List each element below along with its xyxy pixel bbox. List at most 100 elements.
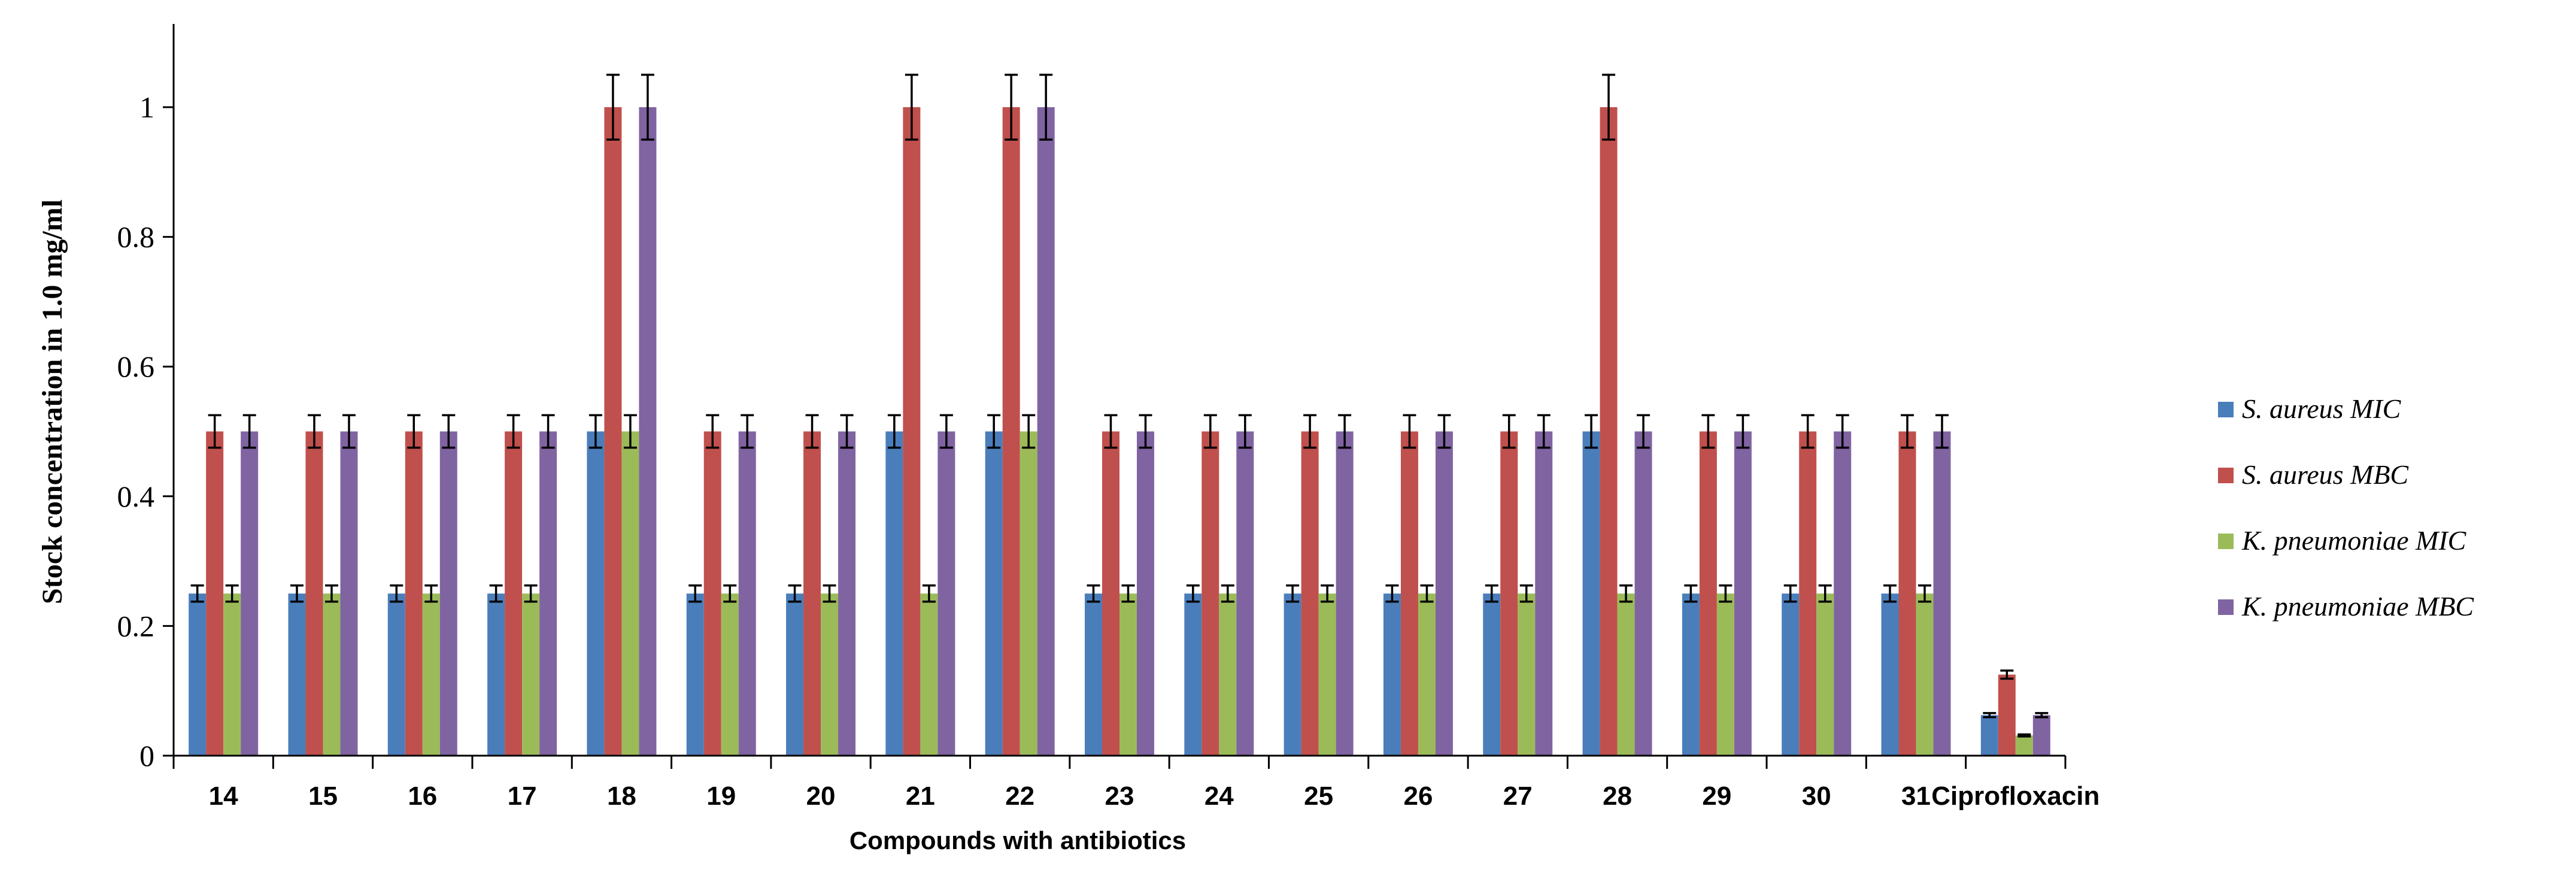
bar-21-series-1 [885, 431, 903, 756]
bar-24-series-2 [1201, 431, 1219, 756]
x-tick-label: 31 [1901, 781, 1931, 811]
bar-16-series-1 [387, 593, 405, 756]
bar-14-series-2 [206, 431, 224, 756]
bar-22-series-3 [1020, 431, 1037, 756]
bar-27-series-3 [1518, 593, 1536, 756]
bar-19-series-2 [703, 431, 721, 756]
bar-25-series-1 [1284, 593, 1301, 756]
x-tick-label: 30 [1802, 781, 1831, 811]
bar-23-series-2 [1102, 431, 1119, 756]
x-axis-title: Compounds with antibiotics [849, 826, 1186, 854]
bar-ciprofloxacin-series-3 [2015, 735, 2033, 756]
bar-28-series-4 [1634, 431, 1652, 756]
y-axis-title: Stock concentration in 1.0 mg/ml [37, 199, 68, 604]
bar-31-series-4 [1933, 431, 1951, 756]
y-tick-label: 0 [139, 739, 154, 772]
bar-29-series-2 [1699, 431, 1717, 756]
y-tick-label: 0.6 [117, 350, 155, 383]
legend: S. aureus MIC S. aureus MBC K. pneumoniae … [2218, 393, 2474, 622]
x-tick-label: 15 [308, 781, 338, 811]
bar-15-series-4 [340, 431, 358, 756]
bar-24-series-1 [1184, 593, 1202, 756]
bar-ciprofloxacin-series-4 [2032, 715, 2050, 756]
bar-17-series-4 [539, 431, 557, 756]
bar-31-series-2 [1898, 431, 1916, 756]
bar-18-series-2 [604, 107, 622, 756]
bar-23-series-3 [1119, 593, 1137, 756]
x-tick-label: 19 [706, 781, 736, 811]
bar-27-series-1 [1483, 593, 1501, 756]
x-tick-label: 14 [209, 781, 238, 811]
bar-20-series-3 [821, 593, 839, 756]
axes-layer [163, 24, 2067, 769]
y-tick-label: 1 [139, 90, 154, 124]
bar-22-series-4 [1037, 107, 1055, 756]
bar-26-series-3 [1418, 593, 1436, 756]
legend-label-3: K. pneumoniae MIC [2241, 525, 2467, 556]
legend-label-1: S. aureus MIC [2242, 393, 2402, 424]
bar-15-series-3 [323, 593, 341, 756]
bar-30-series-4 [1834, 431, 1852, 756]
bar-17-series-2 [505, 431, 523, 756]
legend-swatch-1 [2218, 402, 2234, 417]
bar-17-series-1 [487, 593, 505, 756]
bar-30-series-3 [1816, 593, 1834, 756]
x-tick-label: 26 [1403, 781, 1433, 811]
y-tick-label: 0.2 [117, 609, 155, 642]
bar-20-series-4 [838, 431, 856, 756]
bars-layer [189, 74, 2050, 756]
bar-27-series-4 [1535, 431, 1553, 756]
legend-swatch-2 [2218, 468, 2234, 483]
bar-21-series-4 [937, 431, 955, 756]
bar-17-series-3 [522, 593, 540, 756]
x-tick-label: 16 [408, 781, 437, 811]
bar-23-series-1 [1085, 593, 1102, 756]
x-tick-label: 25 [1304, 781, 1333, 811]
bar-14-series-4 [241, 431, 259, 756]
bar-20-series-2 [803, 431, 821, 756]
bar-22-series-2 [1002, 107, 1020, 756]
bar-ciprofloxacin-series-2 [1998, 674, 2016, 756]
bar-29-series-3 [1716, 593, 1734, 756]
bar-19-series-4 [738, 431, 756, 756]
bar-26-series-1 [1383, 593, 1401, 756]
bar-26-series-4 [1435, 431, 1453, 756]
x-tick-label: 20 [806, 781, 836, 811]
bar-16-series-4 [439, 431, 457, 756]
bar-31-series-3 [1916, 593, 1934, 756]
bar-30-series-1 [1782, 593, 1800, 756]
bar-18-series-4 [639, 107, 657, 756]
bar-21-series-3 [920, 593, 938, 756]
bar-16-series-2 [405, 431, 423, 756]
y-tick-label: 0.4 [117, 480, 155, 513]
bar-24-series-3 [1219, 593, 1237, 756]
bar-29-series-4 [1734, 431, 1752, 756]
bar-30-series-2 [1799, 431, 1817, 756]
bar-14-series-1 [189, 593, 207, 756]
bar-15-series-2 [305, 431, 323, 756]
x-tick-label: 24 [1204, 781, 1234, 811]
bar-23-series-4 [1137, 431, 1154, 756]
bar-22-series-1 [985, 431, 1003, 756]
x-tick-label: 23 [1105, 781, 1134, 811]
bar-19-series-3 [721, 593, 739, 756]
bar-14-series-3 [223, 593, 241, 756]
x-tick-label: 28 [1603, 781, 1632, 811]
bar-24-series-4 [1236, 431, 1254, 756]
bar-ciprofloxacin-series-1 [1980, 715, 1998, 756]
bar-15-series-1 [288, 593, 306, 756]
x-tick-label: 27 [1503, 781, 1533, 811]
bar-28-series-1 [1582, 431, 1600, 756]
bar-20-series-1 [786, 593, 804, 756]
bar-25-series-4 [1336, 431, 1354, 756]
legend-label-2: S. aureus MBC [2242, 459, 2409, 490]
x-tick-label: 21 [906, 781, 935, 811]
bar-25-series-3 [1318, 593, 1336, 756]
bar-21-series-2 [903, 107, 921, 756]
legend-swatch-3 [2218, 534, 2234, 549]
bar-29-series-1 [1682, 593, 1700, 756]
bar-19-series-1 [686, 593, 704, 756]
bar-18-series-3 [621, 431, 639, 756]
bar-28-series-2 [1600, 107, 1618, 756]
